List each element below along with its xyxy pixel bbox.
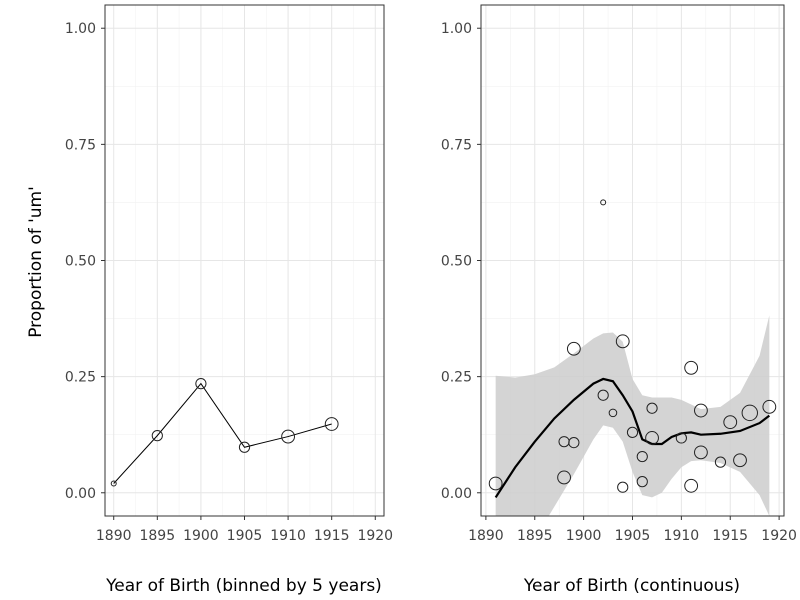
left-panel: 0.00 0.25 0.50 0.75 1.00 1890 1895 1900 1905 1910… (65, 4, 393, 544)
x-tick-label: 1895 (139, 528, 175, 544)
data-point (694, 445, 708, 460)
y-tick-label: 1.00 (441, 21, 472, 37)
data-point (597, 389, 609, 401)
data-point (714, 456, 727, 468)
data-point (238, 441, 251, 453)
y-tick-label: 1.00 (65, 21, 96, 37)
data-point (488, 476, 503, 491)
x-tick-label: 1915 (712, 528, 748, 544)
data-point (723, 415, 738, 430)
data-point (684, 360, 699, 375)
data-point (615, 334, 630, 349)
data-point (557, 470, 571, 485)
x-tick-label: 1915 (314, 528, 350, 544)
confidence-band (495, 315, 770, 516)
data-point (566, 341, 581, 356)
y-tick-label: 0.75 (65, 137, 96, 153)
y-tick-label: 0.00 (441, 486, 472, 502)
data-point (626, 426, 639, 438)
x-axis-title-left: Year of Birth (binned by 5 years) (105, 576, 382, 596)
data-point (195, 378, 207, 390)
y-tick-label: 0.50 (65, 254, 96, 270)
series-line (113, 382, 332, 484)
x-tick-label: 1900 (566, 528, 602, 544)
x-tick-label: 1900 (183, 528, 219, 544)
x-tick-label: 1910 (270, 528, 306, 544)
data-point (741, 404, 758, 422)
y-tick-label: 0.25 (65, 370, 96, 386)
data-point (281, 429, 295, 444)
data-point (617, 481, 629, 493)
y-axis-title: Proportion of 'um' (26, 186, 46, 338)
data-point (568, 437, 580, 449)
data-point (600, 199, 607, 206)
x-tick-label: 1895 (517, 528, 553, 544)
x-tick-label: 1890 (468, 528, 504, 544)
data-point (694, 403, 708, 418)
y-tick-label: 0.00 (65, 486, 96, 502)
data-point (675, 432, 687, 444)
data-point (636, 450, 648, 463)
data-point (646, 402, 658, 414)
smooth-trend-line (494, 377, 771, 499)
x-tick-label: 1910 (664, 528, 700, 544)
x-tick-label: 1890 (96, 528, 132, 544)
data-point (324, 417, 339, 431)
x-tick-label: 1905 (615, 528, 651, 544)
data-point (684, 478, 699, 493)
x-tick-label: 1920 (357, 528, 393, 544)
y-tick-label: 0.50 (441, 254, 472, 270)
data-point (151, 430, 163, 442)
y-tick-label: 0.25 (441, 370, 472, 386)
data-point (110, 480, 117, 487)
data-point (636, 476, 648, 488)
x-tick-label: 1920 (761, 528, 797, 544)
x-tick-label: 1905 (227, 528, 263, 544)
right-panel: 0.00 0.25 0.50 0.75 1.00 1890 1895 1900 1905 1910… (441, 4, 797, 544)
right-plot-content (488, 199, 777, 516)
x-axis-title-right: Year of Birth (continuous) (523, 576, 740, 596)
data-point (608, 408, 618, 418)
data-point (733, 453, 747, 468)
data-point (762, 399, 777, 414)
data-point (645, 431, 659, 445)
y-tick-label: 0.75 (441, 137, 472, 153)
left-plot-content (110, 378, 339, 487)
